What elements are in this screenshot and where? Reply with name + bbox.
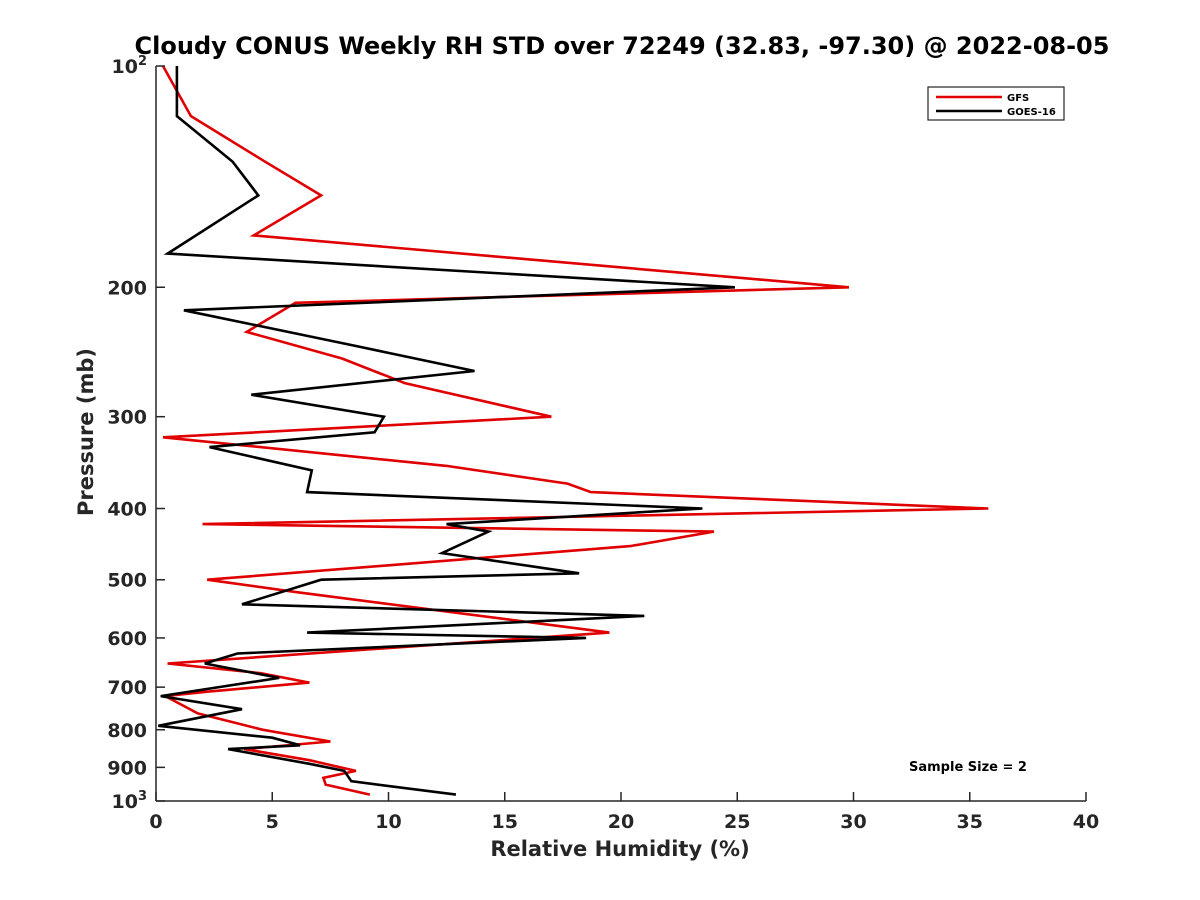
x-tick-label: 40 (1073, 811, 1099, 833)
y-tick-label: 600 (107, 628, 147, 650)
y-tick-label: 900 (107, 757, 147, 779)
y-tick-label: 700 (107, 677, 147, 699)
x-tick-label: 5 (266, 811, 279, 833)
x-tick-label: 35 (957, 811, 983, 833)
y-tick-label: 103 (112, 789, 148, 813)
y-axis-label: Pressure (mb) (74, 348, 98, 516)
y-tick-label: 102 (112, 54, 148, 78)
x-tick-label: 0 (149, 811, 162, 833)
x-tick-label: 25 (724, 811, 750, 833)
sample-size-annotation: Sample Size = 2 (909, 760, 1027, 775)
x-axis-ticks: 0 5 10 15 20 25 30 35 40 (149, 792, 1099, 833)
legend-box (927, 86, 1065, 121)
y-tick-label: 200 (107, 277, 147, 299)
legend-label: GOES-16 (1007, 107, 1056, 118)
legend-label: GFS (1007, 93, 1029, 104)
x-axis-label: Relative Humidity (%) (490, 837, 749, 861)
series-line-goes-16 (158, 66, 735, 796)
y-tick-label: 400 (107, 499, 147, 521)
plot-lines (158, 65, 989, 796)
y-tick-label: 300 (107, 407, 147, 429)
x-tick-label: 20 (608, 811, 634, 833)
y-axis-ticks: 102 200 300 400 500 600 700 800 900 103 (107, 54, 165, 813)
y-tick-label: 500 (107, 570, 147, 592)
chart-title: Cloudy CONUS Weekly RH STD over 72249 (3… (135, 32, 1110, 60)
y-tick-label: 800 (107, 720, 147, 742)
series-line-gfs (160, 65, 989, 796)
x-tick-label: 30 (840, 811, 866, 833)
x-tick-label: 10 (375, 811, 401, 833)
legend: GFS GOES-16 (927, 86, 1065, 121)
x-tick-label: 15 (492, 811, 518, 833)
